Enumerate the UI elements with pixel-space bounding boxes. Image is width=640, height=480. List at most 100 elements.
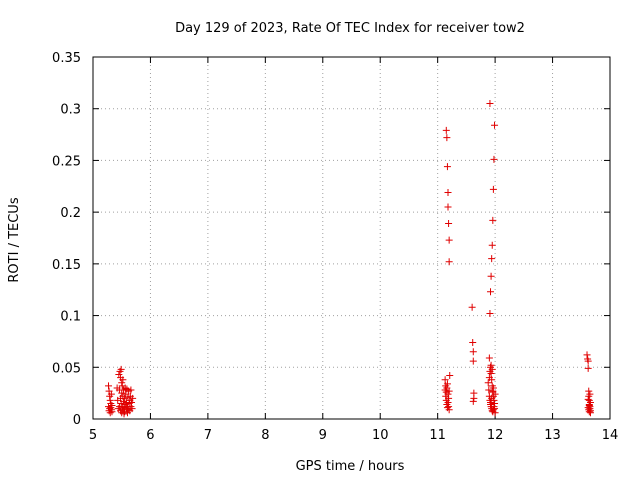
chart-title: Day 129 of 2023, Rate Of TEC Index for r… [175, 21, 525, 36]
data-point [469, 357, 477, 365]
data-point [586, 390, 594, 398]
data-point [119, 397, 127, 405]
x-tick-label: 7 [204, 428, 212, 443]
data-point [445, 387, 453, 395]
data-point [118, 379, 126, 387]
data-point [490, 155, 498, 163]
data-point [445, 258, 453, 266]
x-tick-label: 6 [146, 428, 154, 443]
data-point [484, 379, 492, 387]
data-point [445, 394, 453, 402]
x-tick-label: 12 [487, 428, 504, 443]
data-point [487, 288, 495, 296]
data-point [585, 402, 593, 410]
x-tick-label: 14 [602, 428, 619, 443]
data-point [445, 220, 453, 228]
y-tick-label: 0 [73, 413, 81, 428]
data-point [442, 126, 450, 134]
y-tick-label: 0.25 [52, 154, 81, 169]
y-tick-label: 0.15 [52, 258, 81, 273]
y-tick-label: 0.3 [60, 103, 81, 118]
data-point [444, 390, 452, 398]
y-tick-labels: 0 0.05 0.1 0.15 0.2 0.25 0.3 0.35 [52, 51, 81, 428]
data-point [470, 394, 478, 402]
data-point [121, 394, 129, 402]
data-point [108, 408, 116, 416]
data-point [491, 121, 499, 129]
y-tick-label: 0.1 [60, 310, 81, 325]
x-tick-label: 13 [544, 428, 561, 443]
data-point [444, 398, 452, 406]
y-tick-label: 0.35 [52, 51, 81, 66]
y-tick-label: 0.2 [60, 206, 81, 221]
data-point [488, 376, 496, 384]
data-point [583, 351, 591, 359]
grid-lines [93, 57, 610, 419]
data-point [584, 357, 592, 365]
data-point [488, 365, 496, 373]
data-point [487, 398, 495, 406]
data-point [443, 163, 451, 171]
data-point [445, 403, 453, 411]
x-tick-label: 5 [89, 428, 97, 443]
data-point [489, 406, 497, 414]
data-point [105, 382, 113, 390]
y-axis-label: ROTI / TECUs [7, 197, 22, 282]
data-point [584, 364, 592, 372]
data-point [491, 409, 499, 417]
x-tick-label: 9 [319, 428, 327, 443]
data-point [485, 386, 493, 394]
x-tick-label: 8 [261, 428, 269, 443]
data-point [488, 241, 496, 249]
data-point [485, 354, 493, 362]
data-point [486, 100, 494, 108]
data-point [441, 376, 449, 384]
data-point [489, 388, 497, 396]
x-tick-labels: 5 6 7 8 9 10 11 12 13 14 [89, 428, 618, 443]
data-point [106, 396, 114, 404]
data-point [585, 408, 593, 416]
data-point [121, 384, 129, 392]
data-point [443, 380, 451, 388]
data-point [487, 361, 495, 369]
data-point [489, 384, 497, 392]
y-tick-label: 0.05 [52, 361, 81, 376]
data-point [108, 402, 116, 410]
data-points [105, 100, 594, 418]
data-point [115, 371, 123, 379]
data-point [487, 369, 495, 377]
axis-ticks [92, 56, 611, 420]
data-point [107, 390, 115, 398]
x-tick-label: 11 [429, 428, 446, 443]
data-point [468, 303, 476, 311]
data-point [106, 409, 114, 417]
data-point [491, 405, 499, 413]
data-point [446, 372, 454, 380]
data-point [127, 386, 135, 394]
data-point [488, 255, 496, 263]
data-point [127, 398, 135, 406]
data-point [129, 394, 137, 402]
data-point [488, 394, 496, 402]
data-point [445, 406, 453, 414]
data-point [120, 410, 128, 418]
data-point [486, 310, 494, 318]
data-point [469, 338, 477, 346]
data-point [584, 395, 592, 403]
x-axis-label: GPS time / hours [296, 459, 405, 474]
data-point [489, 185, 497, 193]
data-point [128, 405, 136, 413]
data-point [444, 188, 452, 196]
plot-frame [92, 56, 611, 420]
data-point [586, 409, 594, 417]
data-point [489, 216, 497, 224]
data-point [469, 397, 477, 405]
data-point [118, 389, 126, 397]
data-point [444, 203, 452, 211]
data-point [117, 374, 125, 382]
data-point [117, 365, 125, 373]
data-point [445, 236, 453, 244]
data-point [487, 272, 495, 280]
data-point [443, 134, 451, 142]
